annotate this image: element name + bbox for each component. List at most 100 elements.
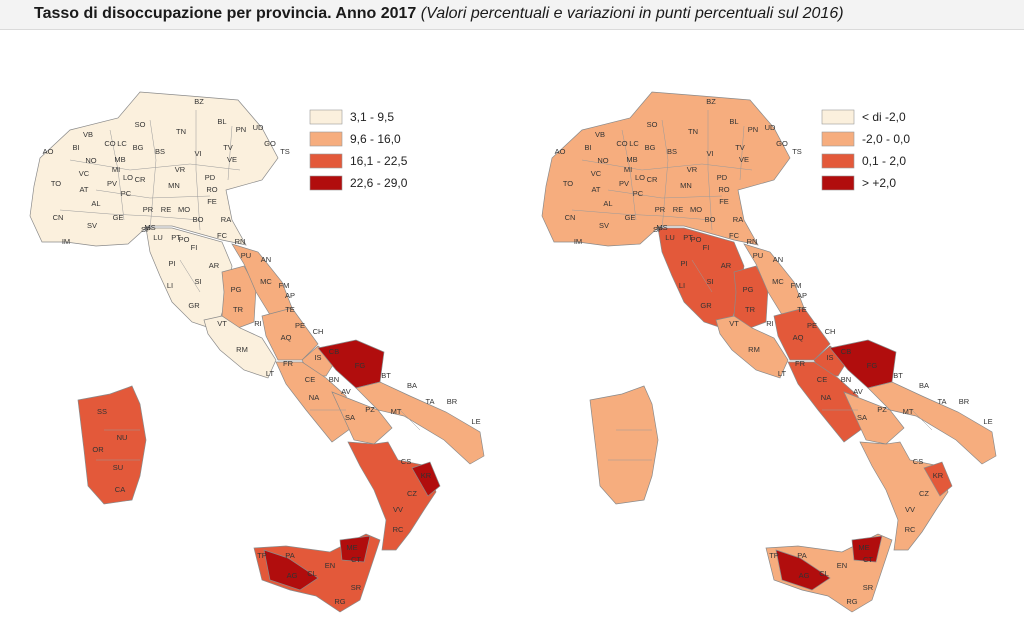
region-basilicata [331,391,393,445]
province-label-tp: TP [257,551,267,560]
province-label-go: GO [264,139,276,148]
province-label-cb: CB [841,347,851,356]
province-label-ap: AP [797,291,807,300]
legend-swatch [309,131,343,147]
province-label-cr: CR [135,175,146,184]
province-label-pz: PZ [365,405,375,414]
region-crotone [923,461,953,497]
region-puglia [355,381,485,465]
province-label-fr: FR [283,359,294,368]
province-label-vc: VC [79,169,90,178]
province-label-cn: CN [53,213,64,222]
province-label-li: LI [167,281,173,290]
province-label-ao: AO [555,147,566,156]
province-label-tn: TN [176,127,186,136]
province-label-mo: MO [690,205,702,214]
province-label-mi: MI [112,165,120,174]
legend-label: 22,6 - 29,0 [350,176,408,190]
province-label-ve: VE [739,155,749,164]
province-label-kr: KR [933,471,944,480]
province-label-cs: CS [401,457,411,466]
province-label-bz: BZ [706,97,716,106]
province-label-pn: PN [236,125,246,134]
region-crotone [411,461,441,497]
province-label-po: PO [691,235,702,244]
province-border [195,110,201,231]
province-label-te: TE [797,305,807,314]
province-label-ts: TS [792,147,802,156]
province-label-bt: BT [381,371,391,380]
province-label-fe: FE [719,197,729,206]
province-label-bo: BO [193,215,204,224]
province-label-bi: BI [72,143,79,152]
province-label-re: RE [673,205,683,214]
province-label-vt: VT [217,319,227,328]
province-label-mc: MC [772,277,784,286]
province-label-rc: RC [393,525,404,534]
province-border [571,209,713,221]
province-label-ag: AG [287,571,298,580]
province-label-fi: FI [703,243,710,252]
province-label-vi: VI [706,149,713,158]
legend-label: 3,1 - 9,5 [350,110,394,124]
legend-swatch [309,175,343,191]
province-label-cz: CZ [919,489,929,498]
region-lazio [203,315,277,379]
legend-swatch [821,153,855,169]
province-label-an: AN [773,255,783,264]
province-border [911,409,933,431]
province-label-fi: FI [191,243,198,252]
province-label-ro: RO [718,185,729,194]
region-lazio [715,315,789,379]
region-umbria [221,265,257,329]
province-label-fr: FR [795,359,806,368]
province-label-ge: GE [625,213,636,222]
province-label-fc: FC [217,231,228,240]
province-label-sp: SP [653,225,663,234]
map-rate-change: BZ SO TN BL UD PN VB BG TV GO TS BI CO LC BS VI VE AO NO MB… [541,91,997,613]
province-label-cs: CS [913,457,923,466]
province-border [399,409,421,431]
legend: 3,1 - 9,5 9,6 - 16,0 16,1 - 22,5 22,6 - 29,… [309,109,408,191]
province-label-mt: MT [903,407,914,416]
province-label-co: CO [616,139,627,148]
province-label-im: IM [574,237,582,246]
province-label-pt: PT [171,233,181,242]
province-label-po: PO [179,235,190,244]
province-label-bg: BG [133,143,144,152]
province-label-pz: PZ [877,405,887,414]
province-label-tr: TR [233,305,244,314]
province-label-pc: PC [633,189,644,198]
province-label-li: LI [679,281,685,290]
province-border [607,189,723,199]
province-label-bt: BT [893,371,903,380]
province-label-tp: TP [769,551,779,560]
region-north [29,91,279,247]
province-label-pi: PI [168,259,175,268]
province-label-bl: BL [729,117,738,126]
province-label-en: EN [837,561,847,570]
province-label-le: LE [471,417,480,426]
legend: < di -2,0 -2,0 - 0,0 0,1 - 2,0 > +2,0 [821,109,910,191]
province-label-vv: VV [905,505,915,514]
province-label-pu: PU [753,251,763,260]
province-label-pi: PI [680,259,687,268]
region-north [541,91,791,247]
province-label-rm: RM [236,345,248,354]
province-label-pg: PG [743,285,754,294]
province-label-ct: CT [351,555,361,564]
province-label-ve: VE [227,155,237,164]
province-border [109,129,125,221]
province-label-mb: MB [114,155,125,164]
province-label-ri: RI [254,319,262,328]
province-border [149,119,157,231]
legend-label: 16,1 - 22,5 [350,154,408,168]
province-label-ta: TA [937,397,946,406]
province-border [227,125,233,181]
province-label-vr: VR [175,165,186,174]
province-label-im: IM [62,237,70,246]
province-label-lc: LC [117,139,127,148]
province-label-fm: FM [791,281,802,290]
province-label-ao: AO [43,147,54,156]
province-label-ud: UD [253,123,264,132]
